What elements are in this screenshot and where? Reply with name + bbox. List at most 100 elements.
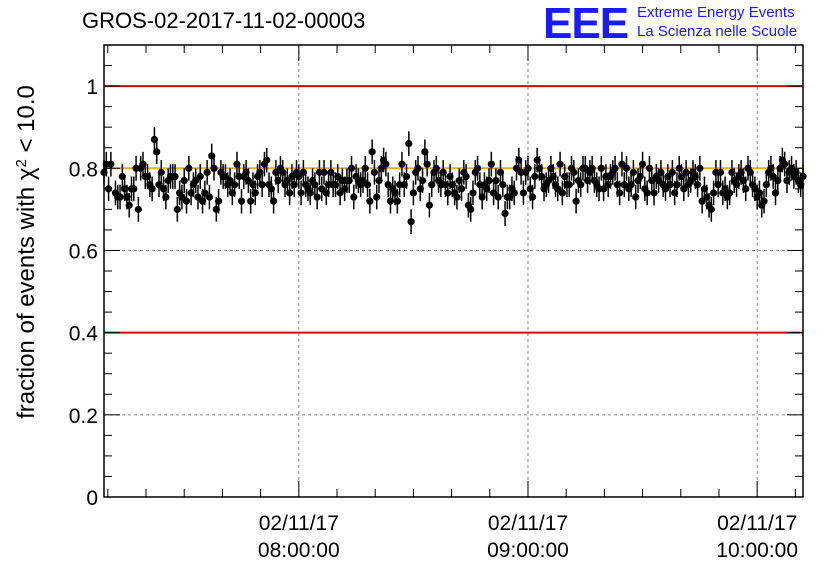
data-point (673, 181, 681, 189)
grid-layer (104, 45, 803, 497)
data-point (487, 160, 495, 168)
data-point (572, 197, 580, 205)
axis-labels: 0 0.2 0.4 0.6 0.8 1 02/11/17 08:00:00 02/11/17 09… (69, 76, 798, 562)
x-tick-label-time: 08:00:00 (258, 539, 340, 562)
data-point (638, 160, 647, 168)
data-point (244, 177, 252, 185)
data-point (173, 205, 181, 213)
data-point (570, 168, 578, 176)
y-tick-label: 0.4 (69, 323, 99, 346)
data-point (565, 181, 573, 189)
data-point (203, 168, 211, 176)
data-point (382, 160, 390, 168)
data-point (414, 164, 422, 172)
data-point (469, 189, 477, 197)
data-point (693, 181, 702, 189)
data-point (384, 181, 392, 189)
data-point (350, 193, 358, 201)
data-point (398, 160, 406, 168)
data-point (157, 168, 165, 176)
data-point (577, 181, 585, 189)
data-point (462, 172, 470, 181)
data-point (125, 201, 133, 209)
data-point (742, 185, 750, 193)
logo-line-1: Extreme Energy Events (637, 4, 795, 21)
plot-frame (103, 44, 804, 498)
data-point (643, 189, 651, 197)
data-point (370, 168, 379, 176)
eee-logo-caption: Extreme Energy Events La Scienza nelle S… (637, 3, 797, 41)
chart-title: GROS-02-2017-11-02-00003 (82, 8, 366, 33)
data-point (247, 197, 255, 205)
data-point (760, 197, 768, 205)
data-point (611, 164, 619, 172)
data-point (616, 189, 624, 197)
data-point (453, 193, 461, 201)
data-point (318, 185, 326, 193)
data-point (286, 189, 294, 197)
data-point (373, 193, 381, 201)
data-point (501, 209, 509, 218)
data-point (134, 205, 142, 213)
data-point (171, 172, 179, 181)
data-points (100, 127, 807, 235)
y-tick-label: 0.6 (69, 240, 98, 263)
data-point (130, 185, 138, 193)
data-point (629, 168, 638, 176)
data-point (231, 181, 239, 189)
data-point (418, 177, 427, 185)
data-point (334, 172, 342, 181)
data-point (423, 160, 431, 168)
x-tick-label-date: 02/11/17 (717, 512, 797, 535)
data-point (618, 160, 626, 168)
data-point (361, 164, 369, 172)
data-point (531, 172, 539, 181)
data-point (107, 160, 115, 168)
data-point (597, 164, 605, 172)
data-point (680, 185, 688, 193)
data-point (263, 156, 271, 164)
data-point (237, 197, 246, 205)
data-point (320, 168, 328, 176)
data-point (269, 197, 278, 205)
data-point (251, 189, 259, 197)
data-point (473, 164, 482, 172)
data-point (524, 164, 532, 172)
x-tick-label-time: 10:00:00 (716, 539, 798, 562)
data-point (696, 164, 704, 172)
data-point (185, 164, 193, 172)
data-point (492, 177, 500, 185)
data-point (622, 164, 631, 172)
data-point (402, 172, 411, 181)
data-point (116, 193, 124, 201)
logo-line-2: La Scienza nelle Scuole (637, 23, 798, 40)
x-tick-label-time: 09:00:00 (487, 539, 569, 562)
data-point (162, 193, 170, 201)
data-point (519, 189, 528, 197)
data-point (368, 148, 376, 156)
data-point (781, 160, 789, 168)
y-axis-label: fraction of events with χ2 < 10.0 (13, 85, 41, 419)
data-point (196, 172, 204, 181)
data-point (192, 177, 200, 185)
data-point (444, 189, 452, 197)
data-point (457, 185, 466, 193)
data-point (407, 218, 415, 226)
data-point (258, 181, 266, 189)
data-point (366, 197, 374, 205)
data-point (668, 168, 676, 176)
data-point (558, 189, 566, 197)
x-tick-label-date: 02/11/17 (488, 512, 568, 535)
axes (103, 44, 804, 498)
data-point (201, 189, 209, 197)
y-tick-label: 0.2 (69, 405, 98, 428)
data-point (178, 193, 186, 201)
data-point (467, 205, 475, 213)
data-point (153, 148, 161, 156)
data-point (710, 189, 718, 197)
data-point (363, 181, 372, 189)
data-point (707, 205, 715, 213)
y-tick-label: 0 (86, 487, 98, 510)
y-tick-label: 0.8 (69, 158, 98, 181)
